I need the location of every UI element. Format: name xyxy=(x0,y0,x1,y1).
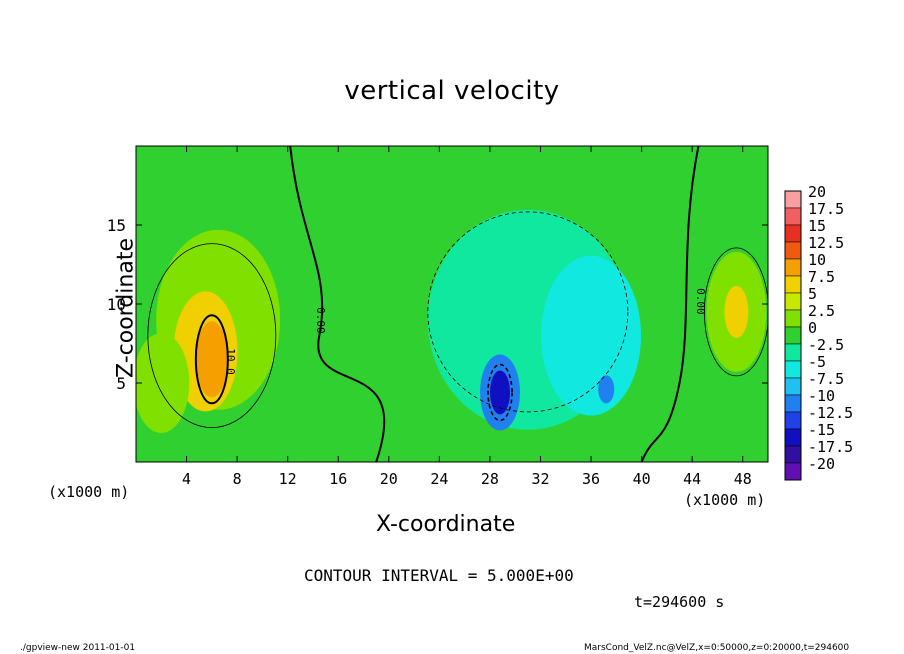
field-region-positive xyxy=(195,321,228,398)
y-tick-label: 10 xyxy=(107,295,126,314)
colorbar-swatch xyxy=(784,275,802,294)
colorbar-label: -7.5 xyxy=(808,370,844,388)
chart-title: vertical velocity xyxy=(344,76,560,106)
colorbar-label: 12.5 xyxy=(808,234,844,252)
colorbar-label: -2.5 xyxy=(808,336,844,354)
colorbar-swatch xyxy=(784,428,802,447)
colorbar-label: 20 xyxy=(808,183,826,201)
contour-line xyxy=(194,314,229,405)
colorbar-frame xyxy=(784,190,802,481)
colorbar-label: 5 xyxy=(808,285,817,303)
colorbar-label: 15 xyxy=(808,217,826,235)
colorbar-swatch xyxy=(784,394,802,413)
contour-line xyxy=(147,243,277,429)
colorbar-swatch xyxy=(784,411,802,430)
x-tick-label: 4 xyxy=(182,470,191,488)
x-tick-label: 24 xyxy=(430,470,448,488)
contour-line xyxy=(487,363,513,422)
colorbar-swatch xyxy=(784,445,802,464)
y-tick-label: 15 xyxy=(107,216,126,235)
x-tick-label: 8 xyxy=(233,470,242,488)
x-tick-label: 36 xyxy=(582,470,600,488)
field-region-positive xyxy=(724,285,749,338)
x-tick-label: 28 xyxy=(481,470,499,488)
colorbar-swatch xyxy=(784,292,802,311)
colorbar-label: 0 xyxy=(808,319,817,337)
colorbar-label: -12.5 xyxy=(808,404,853,422)
heatmap-field: 10.0 0.00 0.00 xyxy=(136,146,768,462)
x-tick-label: 44 xyxy=(683,470,701,488)
colorbar-label: -10 xyxy=(808,387,835,405)
field-region-negative xyxy=(490,370,511,415)
time-label: t=294600 s xyxy=(634,593,725,611)
y-axis-label: Z-coordinate xyxy=(113,238,139,378)
colorbar-label: 7.5 xyxy=(808,268,835,286)
x-tick-label: 40 xyxy=(633,470,651,488)
contour-line xyxy=(640,146,700,462)
colorbar-label: -20 xyxy=(808,455,835,473)
contour-label: 0.00 xyxy=(694,288,707,315)
footer-left-text: ./gpview-new 2011-01-01 xyxy=(20,643,136,653)
x-tick-label: 20 xyxy=(380,470,398,488)
colorbar-swatch xyxy=(784,360,802,379)
colorbar-swatch xyxy=(784,309,802,328)
x-tick-label: 12 xyxy=(279,470,297,488)
field-region-negative xyxy=(598,375,615,404)
x-axis-label: X-coordinate xyxy=(376,512,516,537)
contour-interval-text: CONTOUR INTERVAL = 5.000E+00 xyxy=(304,566,574,585)
colorbar-swatch xyxy=(784,241,802,260)
colorbar-swatch xyxy=(784,258,802,277)
contour-label: 0.00 xyxy=(314,307,327,334)
colorbar-label: 10 xyxy=(808,251,826,269)
colorbar-swatch xyxy=(784,224,802,243)
x-unit-label-left: (x1000 m) xyxy=(48,483,130,501)
colorbar-swatch xyxy=(784,377,802,396)
colorbar-label: -17.5 xyxy=(808,438,853,456)
colorbar-swatch xyxy=(784,343,802,362)
contour-line xyxy=(427,211,629,413)
x-tick-label: 48 xyxy=(734,470,752,488)
y-tick-label: 5 xyxy=(116,374,126,393)
contour-line xyxy=(289,146,386,462)
colorbar-swatch xyxy=(784,207,802,226)
footer-right-text: MarsCond_VelZ.nc@VelZ,x=0:50000,z=0:2000… xyxy=(584,643,850,653)
x-unit-label-right: (x1000 m) xyxy=(684,491,766,509)
colorbar-swatch xyxy=(784,326,802,345)
colorbar-swatch xyxy=(784,190,802,209)
colorbar-label: 17.5 xyxy=(808,200,844,218)
colorbar-swatch xyxy=(784,462,802,481)
contour-line xyxy=(704,247,768,377)
colorbar-label: 2.5 xyxy=(808,302,835,320)
colorbar-label: -15 xyxy=(808,421,835,439)
x-tick-label: 16 xyxy=(329,470,347,488)
field-region-negative xyxy=(541,255,642,416)
contour-label: 10.0 xyxy=(224,348,237,375)
colorbar-label: -5 xyxy=(808,353,826,371)
x-tick-label: 32 xyxy=(531,470,549,488)
